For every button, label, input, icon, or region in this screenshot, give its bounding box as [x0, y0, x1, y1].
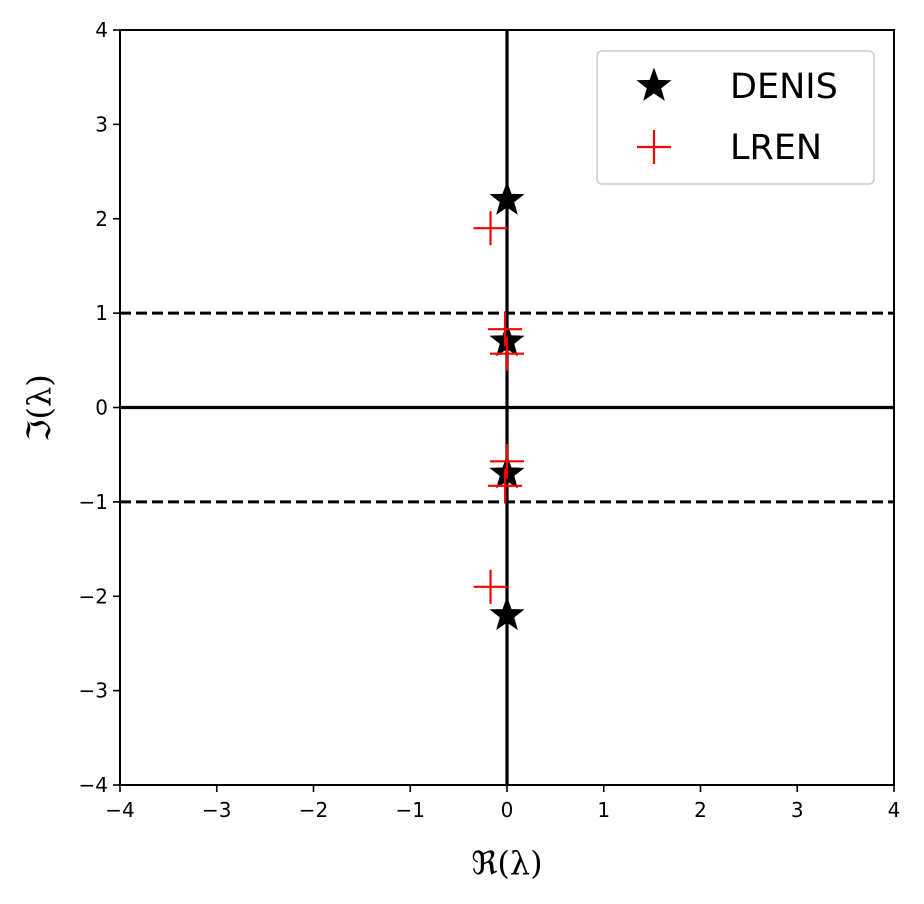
x-axis-label: ℜ(λ) — [471, 844, 542, 882]
legend-label-lren: LREN — [730, 128, 822, 168]
x-tick-label: 3 — [791, 798, 804, 822]
y-tick-label: 3 — [95, 112, 108, 136]
y-tick-label: −2 — [79, 584, 108, 608]
y-axis-label: ℑ(λ) — [20, 374, 58, 442]
x-tick-label: −2 — [299, 798, 328, 822]
legend-label-denis: DENIS — [730, 67, 838, 107]
y-tick-label: −4 — [79, 773, 108, 797]
x-tick-label: −4 — [105, 798, 134, 822]
x-tick-label: 1 — [597, 798, 610, 822]
series-lren — [473, 211, 524, 604]
legend-plus-marker — [637, 130, 671, 164]
x-tick-label: 0 — [501, 798, 514, 822]
y-tick-label: 1 — [95, 301, 108, 325]
x-tick-label: −3 — [202, 798, 231, 822]
axis-ticks: −4 −3 −2 −1 0 1 2 3 4 −4 −3 −2 −1 0 1 2 3 4 — [79, 18, 901, 822]
star-marker — [489, 596, 525, 631]
y-tick-label: −3 — [79, 679, 108, 703]
x-tick-label: 4 — [888, 798, 901, 822]
y-tick-label: 4 — [95, 18, 108, 42]
y-tick-label: 0 — [95, 396, 108, 420]
y-tick-label: 2 — [95, 207, 108, 231]
plus-marker — [490, 336, 524, 371]
x-tick-label: 2 — [694, 798, 707, 822]
plus-marker — [490, 444, 524, 479]
legend: DENIS LREN — [596, 50, 875, 185]
legend-star-marker — [636, 67, 672, 101]
plus-marker — [488, 468, 523, 503]
plus-marker — [488, 312, 523, 347]
reference-lines — [120, 30, 894, 785]
x-tick-label: −1 — [396, 798, 425, 822]
y-tick-label: −1 — [79, 490, 108, 514]
star-marker — [489, 181, 525, 215]
plus-marker — [473, 569, 508, 604]
plus-marker — [473, 211, 508, 246]
